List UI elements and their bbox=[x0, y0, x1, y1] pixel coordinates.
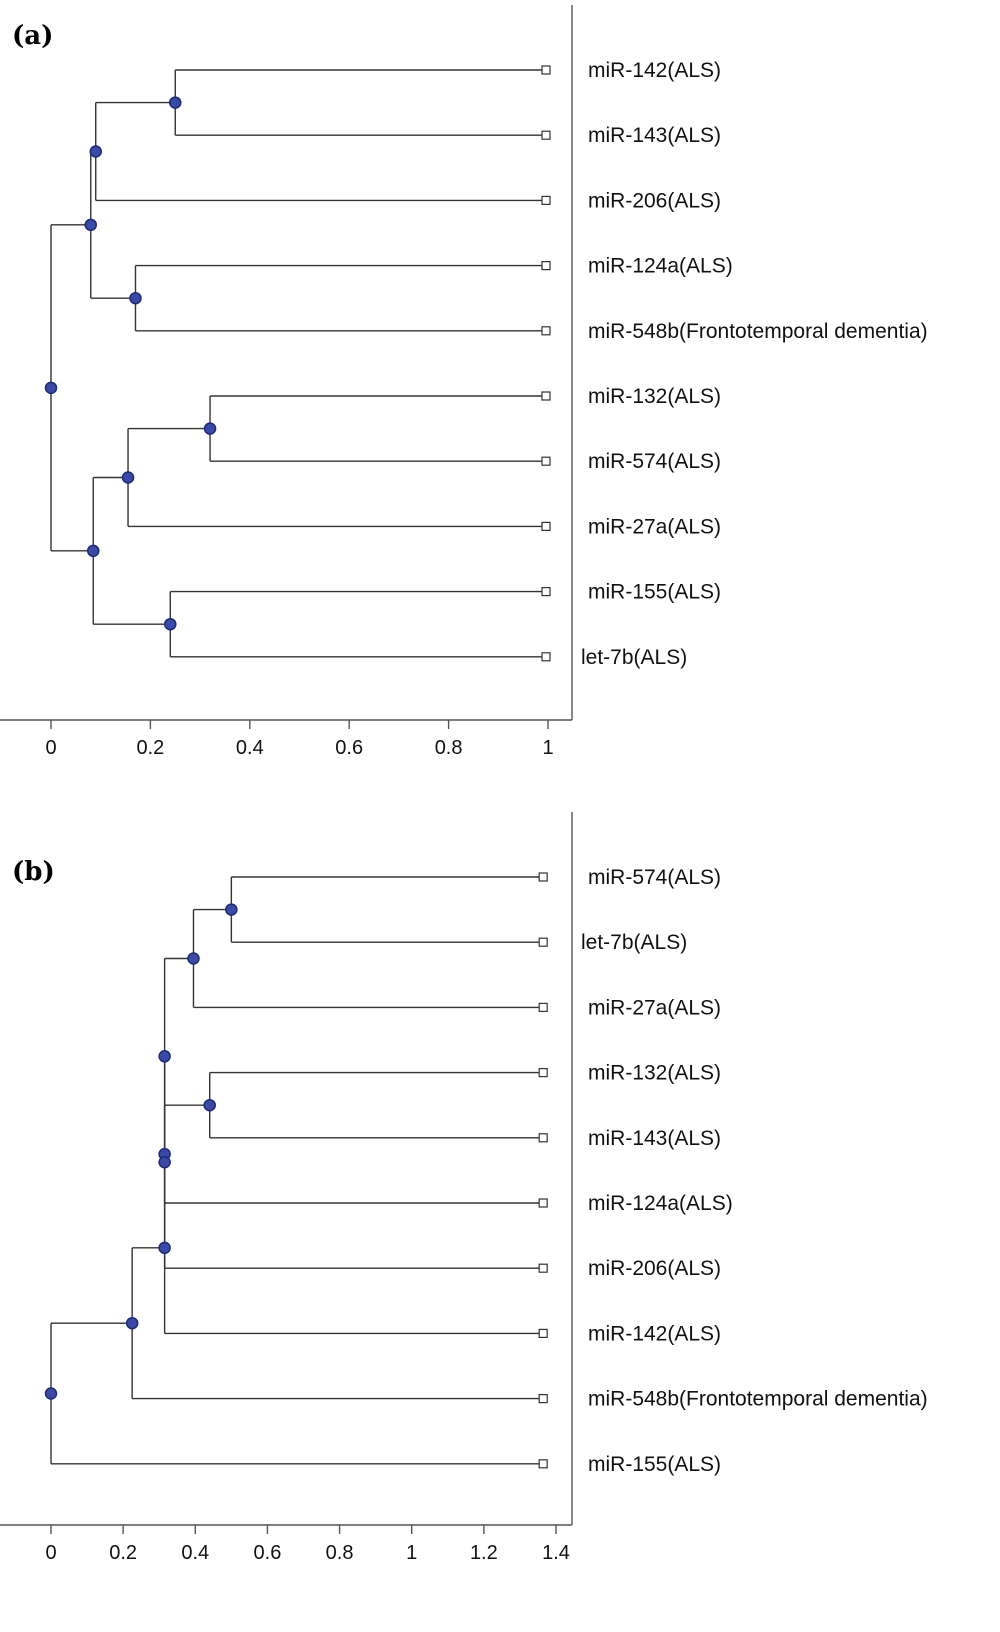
panel-b-x-tick-label: 0 bbox=[45, 1542, 56, 1564]
panel-a-cluster-node bbox=[86, 544, 100, 558]
panel-b-cluster-node bbox=[158, 1156, 171, 1169]
panel-a-x-tick-label: 0.2 bbox=[136, 737, 164, 759]
panel-a-leaf-marker bbox=[541, 130, 551, 140]
panel-a-leaf-marker bbox=[541, 326, 551, 336]
panel-b-leaf-label: miR-574(ALS) bbox=[588, 866, 721, 889]
panel-b-leaf-marker bbox=[538, 1263, 548, 1273]
panel-b-cluster-node bbox=[125, 1316, 139, 1330]
panel-b-x-tick-label: 0.2 bbox=[109, 1542, 137, 1564]
panel-a-x-tick-label: 0.6 bbox=[335, 737, 363, 759]
panel-b-leaf-label: miR-132(ALS) bbox=[588, 1062, 721, 1085]
panel-b-x-tick-label: 0.8 bbox=[326, 1542, 354, 1564]
panel-a: (a) 0 0.2 0.4 0.6 0.8 1 miR-142(ALS) miR-143(AL… bbox=[0, 5, 928, 759]
panel-a-leaf-label: miR-124a(ALS) bbox=[588, 255, 733, 278]
panel-b-leaf-label: miR-548b(Frontotemporal dementia) bbox=[588, 1388, 928, 1411]
panel-a-cluster-node bbox=[84, 218, 98, 232]
panel-b-cluster-node bbox=[225, 903, 238, 916]
panel-a-leaf-marker bbox=[541, 65, 551, 75]
panel-a-x-tick-label: 0 bbox=[45, 737, 56, 759]
panel-b: (b) 0 0.2 0.4 0.6 0.8 1 1.2 1.4 miR-574(ALS) let-… bbox=[0, 812, 928, 1564]
panel-a-leaf-marker bbox=[541, 652, 551, 662]
panel-b-x-tick-label: 1 bbox=[406, 1542, 417, 1564]
panel-b-leaf-label: miR-206(ALS) bbox=[588, 1257, 721, 1280]
panel-b-leaf-marker bbox=[538, 1328, 548, 1339]
panel-b-leaf-label: let-7b(ALS) bbox=[581, 931, 687, 954]
panel-a-cluster-node bbox=[121, 471, 135, 484]
panel-a-leaf-label: miR-132(ALS) bbox=[588, 385, 721, 408]
panel-a-leaf-label: miR-155(ALS) bbox=[588, 581, 721, 604]
panel-b-leaf-marker bbox=[538, 937, 548, 947]
panel-b-x-tick-label: 1.4 bbox=[542, 1542, 570, 1564]
panel-a-leaf-marker bbox=[541, 586, 551, 597]
panel-b-leaf-label: miR-27a(ALS) bbox=[588, 996, 721, 1019]
panel-b-leaf-label: miR-142(ALS) bbox=[588, 1322, 721, 1345]
panel-b-leaf-marker bbox=[538, 1002, 548, 1013]
panel-a-x-tick-label: 0.8 bbox=[435, 737, 463, 759]
panel-a-cluster-node bbox=[129, 291, 142, 305]
panel-b-cluster-node bbox=[158, 1050, 171, 1063]
panel-b-cluster-node bbox=[158, 1241, 171, 1255]
panel-a-x-tick-label: 1 bbox=[542, 737, 553, 759]
panel-a-x-tick-label: 0.4 bbox=[236, 737, 264, 759]
panel-b-cluster-node bbox=[187, 952, 200, 965]
panel-a-leaf-label: miR-548b(Frontotemporal dementia) bbox=[588, 320, 928, 343]
panel-b-leaf-marker bbox=[538, 1198, 548, 1208]
panel-a-leaf-label: miR-27a(ALS) bbox=[588, 515, 721, 538]
panel-a-leaf-marker bbox=[541, 521, 551, 532]
panel-a-leaf-marker bbox=[541, 456, 551, 466]
panel-a-leaf-label: let-7b(ALS) bbox=[581, 646, 687, 669]
panel-a-cluster-node bbox=[203, 422, 217, 435]
panel-b-x-tick-label: 0.6 bbox=[254, 1542, 282, 1564]
panel-b-x-tick-label: 1.2 bbox=[470, 1542, 498, 1564]
panel-b-cluster-node bbox=[44, 1387, 58, 1400]
panel-a-cluster-node bbox=[164, 617, 177, 631]
panel-a-cluster-node bbox=[169, 96, 182, 109]
panel-a-leaf-marker bbox=[541, 391, 551, 401]
panel-b-leaf-label: miR-124a(ALS) bbox=[588, 1192, 733, 1215]
panel-a-leaf-label: miR-142(ALS) bbox=[588, 59, 721, 82]
panel-a-leaf-label: miR-143(ALS) bbox=[588, 124, 721, 147]
panel-a-leaf-marker bbox=[541, 195, 551, 205]
panel-b-leaf-marker bbox=[538, 1393, 548, 1404]
panel-b-x-tick-label: 0.4 bbox=[181, 1542, 209, 1564]
panel-b-leaf-label: miR-143(ALS) bbox=[588, 1127, 721, 1150]
panel-b-label: (b) bbox=[12, 857, 55, 887]
panel-a-leaf-label: miR-206(ALS) bbox=[588, 189, 721, 212]
panel-b-leaf-marker bbox=[538, 872, 548, 882]
panel-a-label: (a) bbox=[12, 21, 53, 51]
panel-a-leaf-label: miR-574(ALS) bbox=[588, 450, 721, 473]
panel-a-leaf-marker bbox=[541, 261, 551, 271]
panel-b-leaf-marker bbox=[538, 1133, 548, 1143]
panel-a-cluster-node bbox=[44, 381, 58, 395]
panel-a-cluster-node bbox=[89, 145, 102, 158]
panel-b-cluster-node bbox=[203, 1098, 216, 1112]
panel-b-leaf-marker bbox=[538, 1459, 548, 1469]
panel-b-leaf-marker bbox=[538, 1067, 548, 1078]
panel-b-leaf-label: miR-155(ALS) bbox=[588, 1453, 721, 1476]
